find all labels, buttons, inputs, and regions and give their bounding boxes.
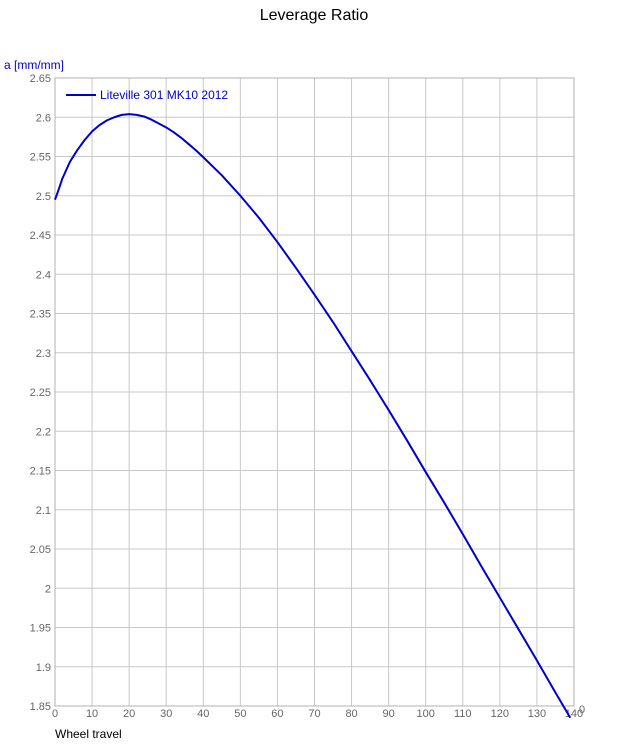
x-tick-label: 110 (454, 708, 472, 720)
chart-title: Leverage Ratio (260, 7, 369, 24)
y-tick-label: 2.4 (36, 269, 51, 281)
x-axis-label: Wheel travel (55, 727, 122, 741)
y-tick-label: 2.1 (36, 505, 51, 517)
x-tick-label: 130 (528, 708, 546, 720)
y-tick-label: 2.05 (30, 544, 51, 556)
x-tick-label: 100 (417, 708, 435, 720)
y-tick-label: 1.95 (30, 623, 51, 635)
y-tick-label: 2.45 (30, 230, 51, 242)
legend-entry-label: Liteville 301 MK10 2012 (100, 88, 228, 102)
x-tick-label: 10 (86, 708, 98, 720)
y-tick-label: 2.25 (30, 387, 51, 399)
legend: Liteville 301 MK10 2012 (66, 88, 228, 102)
x-tick-labels: 0 10 20 30 40 50 60 70 80 90 100 110 120 130 140 (52, 708, 583, 720)
x-axis-end-label: 0 (579, 704, 585, 716)
x-tick-label: 0 (52, 708, 58, 720)
plot-border (54, 77, 575, 707)
x-tick-label: 120 (491, 708, 509, 720)
x-tick-label: 20 (123, 708, 135, 720)
x-tick-label: 70 (308, 708, 320, 720)
x-tick-label: 80 (345, 708, 357, 720)
x-tick-label: 50 (234, 708, 246, 720)
y-tick-label: 2.35 (30, 309, 51, 321)
y-tick-label: 2.5 (36, 191, 51, 203)
y-tick-labels: 1.85 1.9 1.95 2 2.05 2.1 2.15 2.2 2.25 2.3 2.35 2.4… (30, 73, 51, 713)
y-tick-label: 2.55 (30, 152, 51, 164)
y-tick-label: 1.9 (36, 662, 51, 674)
y-tick-label: 2.6 (36, 112, 51, 124)
grid-lines (54, 77, 575, 707)
y-tick-label: 2.2 (36, 426, 51, 438)
y-tick-label: 1.85 (30, 701, 51, 713)
x-tick-label: 40 (197, 708, 209, 720)
y-tick-label: 2.15 (30, 466, 51, 478)
series-line-liteville (54, 113, 572, 719)
y-tick-label: 2.3 (36, 348, 51, 360)
x-tick-label: 30 (160, 708, 172, 720)
y-tick-label: 2 (45, 583, 51, 595)
y-tick-label: 2.65 (30, 73, 51, 85)
x-tick-label: 60 (271, 708, 283, 720)
x-tick-label: 90 (383, 708, 395, 720)
y-axis-label: a [mm/mm] (4, 58, 64, 72)
